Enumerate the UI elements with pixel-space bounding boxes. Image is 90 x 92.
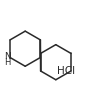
Text: HCl: HCl xyxy=(57,66,75,76)
Text: N: N xyxy=(4,52,11,61)
Text: H: H xyxy=(5,58,11,67)
